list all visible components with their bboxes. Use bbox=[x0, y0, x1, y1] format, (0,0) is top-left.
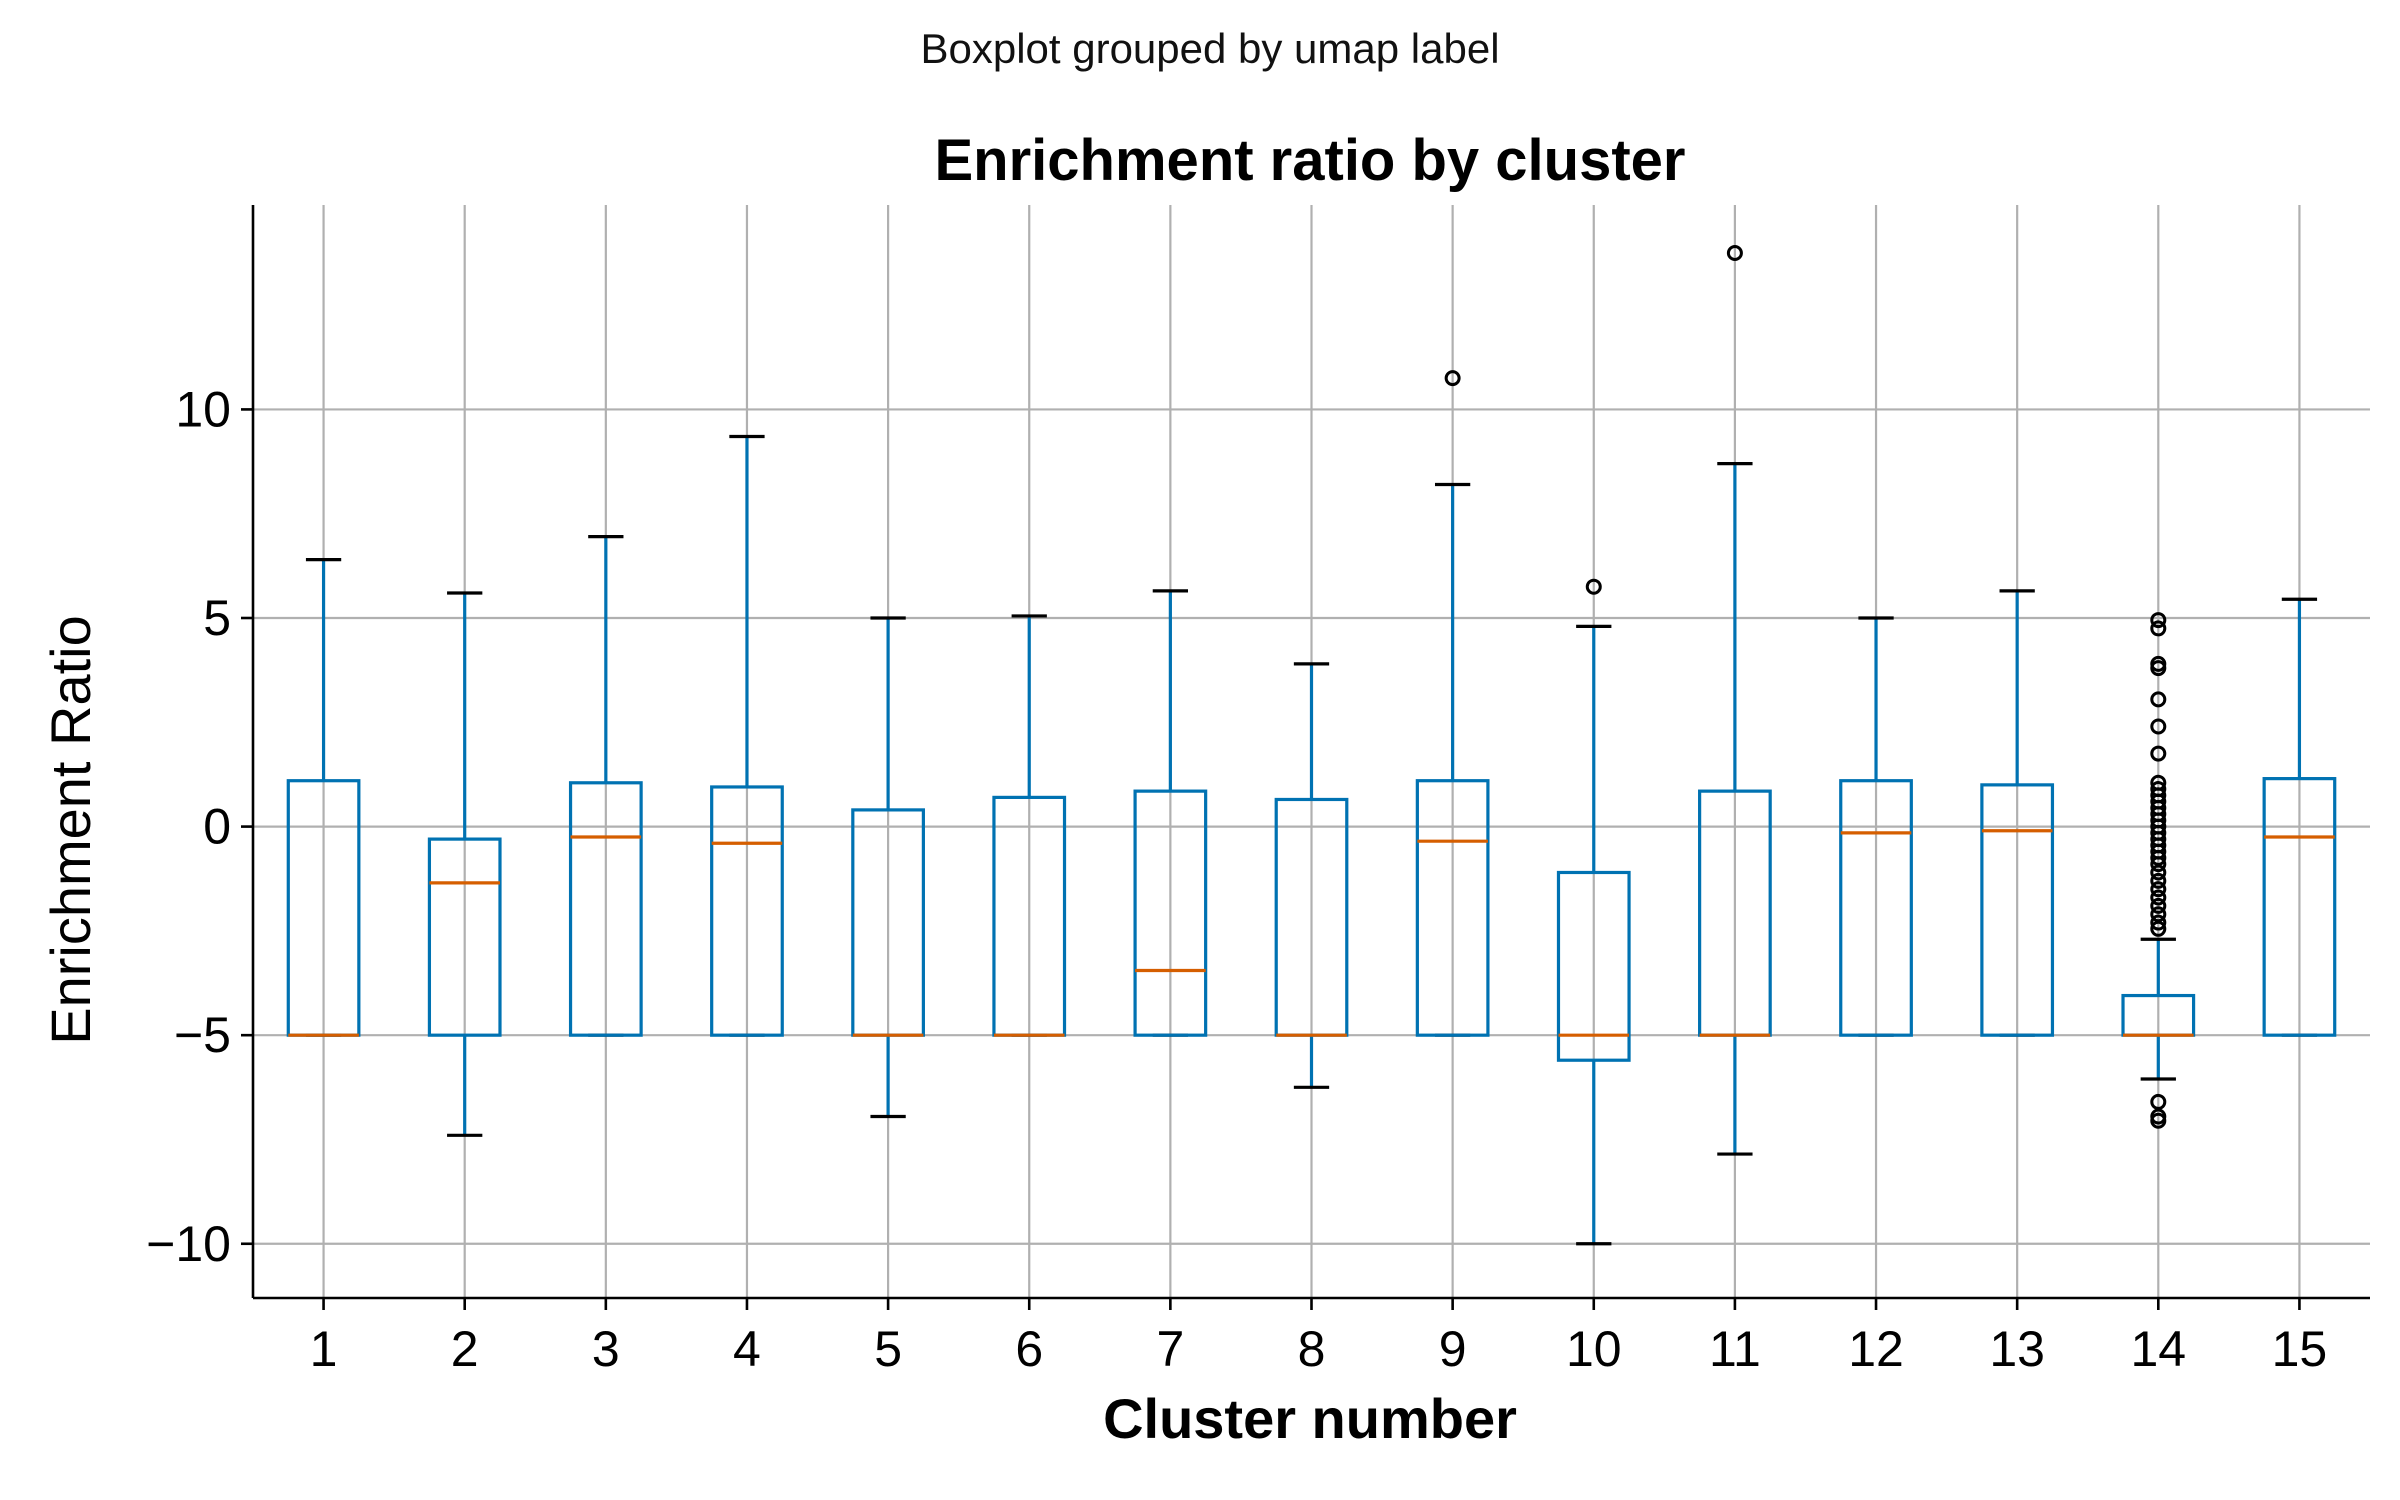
x-tick-label: 10 bbox=[1566, 1321, 1622, 1377]
iqr-box bbox=[1839, 779, 1913, 1037]
outlier-point bbox=[2150, 745, 2167, 762]
outlier-point bbox=[1444, 370, 1461, 387]
x-tick-label: 12 bbox=[1848, 1321, 1904, 1377]
box-group-13 bbox=[1980, 589, 2055, 1037]
y-axis-label: Enrichment Ratio bbox=[39, 615, 102, 1045]
iqr-box bbox=[568, 781, 643, 1037]
outlier-point bbox=[2150, 897, 2167, 914]
box-group-2 bbox=[427, 591, 502, 1137]
outlier-point bbox=[1726, 244, 1743, 261]
y-tick-label: 0 bbox=[203, 799, 231, 855]
y-tick-label: −5 bbox=[174, 1007, 231, 1063]
x-tick-label: 15 bbox=[2272, 1321, 2328, 1377]
box-group-14 bbox=[2121, 612, 2196, 1129]
x-tick-label: 1 bbox=[310, 1321, 338, 1377]
outlier-point bbox=[2150, 620, 2167, 637]
iqr-box bbox=[1415, 779, 1490, 1037]
outlier-point bbox=[2150, 1093, 2167, 1110]
iqr-box bbox=[1133, 789, 1208, 1037]
x-axis-label: Cluster number bbox=[1103, 1387, 1517, 1450]
x-tick-label: 14 bbox=[2130, 1321, 2186, 1377]
box-group-8 bbox=[1274, 662, 1349, 1089]
box-group-3 bbox=[568, 535, 643, 1037]
outlier-point bbox=[2150, 914, 2167, 931]
x-tick-label: 9 bbox=[1439, 1321, 1467, 1377]
chart-title: Enrichment ratio by cluster bbox=[935, 128, 1686, 193]
iqr-box bbox=[427, 837, 502, 1037]
iqr-box bbox=[710, 785, 784, 1037]
box-group-15 bbox=[2262, 597, 2337, 1037]
outlier-point bbox=[2150, 718, 2167, 735]
y-tick-label: −10 bbox=[146, 1216, 231, 1272]
outlier-point bbox=[2150, 872, 2167, 889]
box-group-6 bbox=[992, 614, 1067, 1037]
outlier-point bbox=[1585, 578, 1602, 595]
x-tick-label: 7 bbox=[1156, 1321, 1184, 1377]
x-tick-label: 4 bbox=[733, 1321, 761, 1377]
y-tick-label: 5 bbox=[203, 590, 231, 646]
outlier-point bbox=[2150, 864, 2167, 881]
x-tick-label: 3 bbox=[592, 1321, 620, 1377]
box-group-5 bbox=[851, 616, 925, 1119]
iqr-box bbox=[1556, 870, 1631, 1062]
outlier-point bbox=[2150, 906, 2167, 923]
x-tick-label: 5 bbox=[874, 1321, 902, 1377]
box-group-12 bbox=[1839, 616, 1913, 1037]
y-tick-label: 10 bbox=[175, 381, 231, 437]
outlier-point bbox=[2150, 612, 2167, 629]
x-tick-label: 6 bbox=[1015, 1321, 1043, 1377]
outlier-point bbox=[2150, 1112, 2167, 1129]
outlier-point bbox=[2150, 691, 2167, 708]
box-group-11 bbox=[1698, 244, 1772, 1156]
chart-suptitle: Boxplot grouped by umap label bbox=[920, 25, 1499, 72]
x-tick-label: 11 bbox=[1709, 1321, 1761, 1377]
iqr-box bbox=[1980, 783, 2055, 1037]
outlier-point bbox=[2150, 856, 2167, 873]
x-tick-label: 8 bbox=[1298, 1321, 1326, 1377]
outlier-point bbox=[2150, 660, 2167, 677]
outlier-point bbox=[2150, 920, 2167, 937]
outlier-point bbox=[2150, 849, 2167, 866]
box-group-1 bbox=[286, 557, 361, 1037]
x-tick-label: 2 bbox=[451, 1321, 479, 1377]
iqr-box bbox=[2262, 777, 2337, 1037]
box-group-10 bbox=[1556, 578, 1631, 1246]
x-tick-label: 13 bbox=[1989, 1321, 2045, 1377]
box-group-7 bbox=[1133, 589, 1208, 1037]
box-series bbox=[286, 244, 2337, 1246]
box-group-4 bbox=[710, 434, 784, 1037]
outlier-point bbox=[2150, 881, 2167, 898]
box-group-9 bbox=[1415, 370, 1490, 1037]
outlier-point bbox=[2150, 889, 2167, 906]
